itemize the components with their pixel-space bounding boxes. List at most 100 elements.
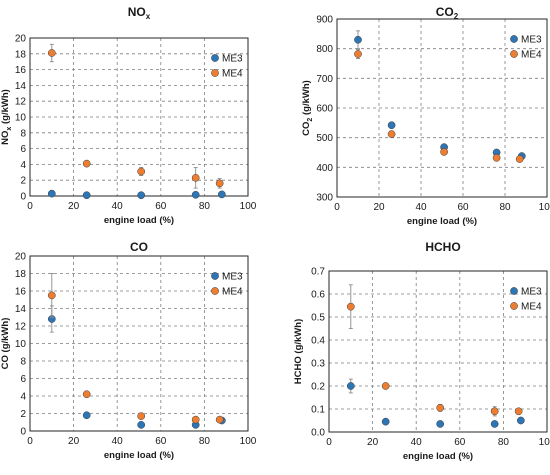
y-tick-label: 0.0 [311,428,325,439]
y-tick-label: 4 [20,392,26,403]
y-tick-label: 2 [20,176,26,187]
y-axis-label: NOx (g/kWh) [0,89,13,145]
y-tick-label: 8 [20,128,26,139]
y-axis-label: HCHO (g/kWh) [293,319,304,384]
x-tick-label: 0 [334,202,340,213]
y-tick-label: 16 [15,65,27,76]
data-point-me4 [137,412,146,420]
x-tick-label: 60 [457,202,469,213]
legend-label-me4: ME4 [222,69,243,80]
y-tick-label: 0 [20,192,26,203]
y-tick-label: 0.1 [311,405,325,416]
plot-frame [336,18,548,198]
data-point-me3 [490,420,499,428]
data-point-me3 [47,189,56,198]
chart-panel: 0 20 40 60 80 100 0 2 4 6 8 10 12 14 16 18 20 engine load… [0,240,257,461]
legend-marker-me3 [211,272,219,280]
data-point-me3 [191,190,200,199]
y-tick-label: 0.5 [311,313,325,324]
y-tick-label: 0.6 [311,290,325,301]
chart-title-subscript: 2 [454,12,459,21]
data-point-me3 [381,417,390,426]
y-tick-label: 6 [20,374,26,385]
y-axis-label-subscript: x [6,127,13,131]
y-tick-label: 800 [316,44,333,55]
y-tick-label: 0.4 [311,336,325,347]
x-axis-label: engine load (%) [403,451,473,462]
y-axis-label-main: NO [0,131,11,145]
data-point-me4 [354,50,362,58]
y-axis-label-unit: (g/kWh) [293,319,304,356]
chart-panel: 0 20 40 60 80 100 0.0 0.1 0.2 0.3 0.4 0.5 0.6 0.7 engi… [293,240,550,462]
data-point-me3 [346,382,355,390]
legend-marker-me3 [510,35,518,43]
legend-label-me4: ME4 [521,302,542,313]
y-tick-label: 0.3 [311,359,325,370]
x-tick-label: 20 [367,437,379,448]
data-point-me4 [514,407,523,416]
chart-panel: 0 20 40 60 80 100 300 400 500 600 700 800 900 engine … [301,5,550,227]
x-tick-label: 20 [373,202,385,213]
x-tick-label: 40 [411,437,423,448]
x-tick-label: 100 [539,202,550,213]
data-point-me3 [516,416,525,425]
data-point-me3 [387,121,396,130]
chart-title: HCHO [425,240,460,254]
x-tick-label: 60 [155,201,167,212]
x-tick-label: 60 [454,437,466,448]
y-tick-label: 500 [316,133,333,144]
legend-marker-me4 [211,69,219,77]
y-axis-label-main: CO [0,355,11,369]
x-tick-label: 60 [155,436,167,447]
y-tick-label: 14 [15,304,27,315]
legend-label-me3: ME3 [521,35,542,46]
legend-marker-me4 [211,287,219,295]
chart-title-main: NO [128,5,146,19]
data-point-me3 [137,191,146,200]
y-axis-label-unit: (g/kWh) [0,318,11,355]
y-tick-label: 14 [15,81,27,92]
x-tick-label: 100 [240,201,257,212]
data-point-me4 [440,148,448,156]
y-tick-label: 8 [20,357,26,368]
data-point-me3 [82,191,91,200]
y-tick-label: 4 [20,160,26,171]
data-point-me4 [215,415,224,424]
y-tick-label: 16 [15,287,27,298]
data-point-me4 [387,130,396,138]
legend-label-me3: ME3 [521,287,542,298]
legend-label-me4: ME4 [222,287,243,298]
y-tick-label: 700 [316,74,333,85]
x-tick-label: 20 [68,201,80,212]
y-tick-label: 0.2 [311,382,325,393]
x-tick-label: 80 [498,437,510,448]
data-point-me4 [137,167,146,176]
x-tick-label: 100 [240,436,257,447]
legend-label-me4: ME4 [521,50,542,61]
chart-title-subscript: x [146,12,151,21]
data-point-me4 [436,404,445,412]
plot-frame [328,270,548,433]
x-tick-label: 40 [415,202,427,213]
x-axis-label: engine load (%) [407,216,477,227]
y-tick-label: 6 [20,144,26,155]
y-axis-label-subscript: 2 [307,118,314,122]
y-tick-label: 0.7 [311,267,325,278]
y-tick-label: 20 [15,34,27,45]
y-tick-label: 12 [15,322,27,333]
chart-title-main: CO [130,240,148,254]
y-axis-label-unit: (g/kWh) [301,80,312,117]
x-tick-label: 80 [199,436,211,447]
data-point-me4 [47,291,56,300]
data-point-me4 [47,49,56,57]
y-tick-label: 600 [316,104,333,115]
data-point-me4 [492,153,501,162]
chart-title: CO [130,240,148,254]
y-axis-label: CO (g/kWh) [0,318,11,370]
x-tick-label: 0 [27,201,33,212]
x-tick-label: 0 [326,437,332,448]
x-axis-label: engine load (%) [104,215,174,226]
plot-frame [29,255,249,432]
